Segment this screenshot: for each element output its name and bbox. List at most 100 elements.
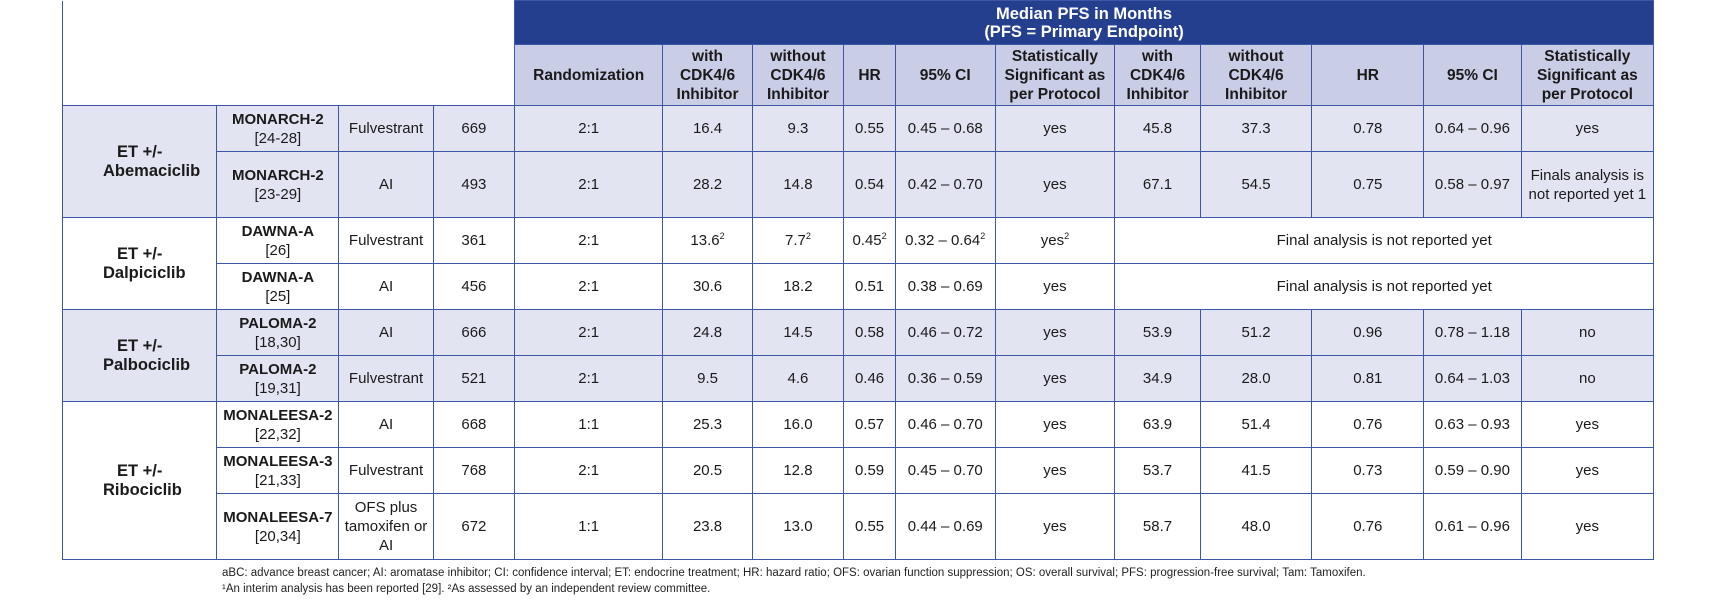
cell-pfs-with: 24.8 bbox=[662, 309, 753, 356]
value-pfs-with: 25.3 bbox=[692, 416, 723, 433]
cell-os-ci: 0.58 – 0.97 bbox=[1423, 151, 1522, 218]
value-pfs-hr: 0.45 bbox=[852, 232, 882, 249]
trial-name: PALOMA-2 bbox=[239, 360, 317, 378]
cell-pfs-without: 7.72 bbox=[751, 217, 845, 264]
cell-pfs-without: 13.0 bbox=[751, 493, 845, 560]
col-header-pfs-sig: Statistically Significant as per Protoco… bbox=[994, 44, 1116, 106]
cell-os-ci: 0.61 – 0.96 bbox=[1423, 493, 1522, 560]
os-note: Final analysis is not reported yet bbox=[1114, 263, 1654, 310]
col-header-os-ci: 95% CI bbox=[1423, 44, 1522, 106]
trial-name: MONALEESA-3 bbox=[223, 452, 333, 470]
value-pfs-with: 16.4 bbox=[692, 120, 723, 137]
cell-pfs-ci: 0.45 – 0.70 bbox=[894, 447, 996, 494]
cell-randomization: 2:1 bbox=[514, 263, 664, 310]
cell-os-hr: 0.76 bbox=[1311, 493, 1425, 560]
value-pfs-without: 14.5 bbox=[783, 324, 813, 341]
trial-ref: [21,33] bbox=[254, 471, 301, 489]
footnote-marker: 2 bbox=[719, 231, 725, 241]
cell-pfs-sig: yes bbox=[994, 493, 1116, 560]
col-header-os-hr: HR bbox=[1311, 44, 1425, 106]
cell-os-with: 58.7 bbox=[1114, 493, 1201, 560]
col-header-pfs-without: without CDK4/6 Inhibitor bbox=[751, 44, 845, 106]
cell-os-ci: 0.78 – 1.18 bbox=[1423, 309, 1522, 356]
trial-ref: [20,34] bbox=[254, 527, 301, 545]
column-header-row: Randomization with CDK4/6 Inhibitor with… bbox=[63, 44, 1655, 106]
trial-cell: MONALEESA-7 [20,34] bbox=[216, 493, 340, 560]
cell-os-ci: 0.64 – 1.03 bbox=[1423, 355, 1522, 402]
cell-pfs-without: 14.5 bbox=[751, 309, 845, 356]
cell-pfs-hr: 0.55 bbox=[843, 105, 896, 152]
value-pfs-sig: yes bbox=[1043, 462, 1067, 479]
cell-os-sig: yes bbox=[1520, 493, 1655, 560]
trial-ref: [18,30] bbox=[254, 333, 301, 351]
col-header-randomization: Randomization bbox=[514, 44, 664, 106]
cell-pfs-with: 20.5 bbox=[662, 447, 753, 494]
trial-name: MONARCH-2 bbox=[232, 110, 324, 128]
cell-os-ci: 0.63 – 0.93 bbox=[1423, 401, 1522, 448]
value-pfs-with: 28.2 bbox=[692, 176, 723, 193]
cell-randomization: 2:1 bbox=[514, 447, 664, 494]
trial-ref: [26] bbox=[265, 241, 291, 259]
col-header-os-sig: Statistically Significant as per Protoco… bbox=[1520, 44, 1655, 106]
cell-os-with: 63.9 bbox=[1114, 401, 1201, 448]
cell-randomization: 1:1 bbox=[514, 401, 664, 448]
value-pfs-without: 7.7 bbox=[785, 232, 806, 249]
cell-os-with: 53.9 bbox=[1114, 309, 1201, 356]
cell-pfs-ci: 0.46 – 0.70 bbox=[894, 401, 996, 448]
cell-os-without: 51.2 bbox=[1199, 309, 1313, 356]
trial-cell: MONARCH-2 [24-28] bbox=[216, 105, 340, 152]
cell-os-without: 54.5 bbox=[1199, 151, 1313, 218]
cell-pfs-ci: 0.44 – 0.69 bbox=[894, 493, 996, 560]
cell-randomization: 2:1 bbox=[514, 105, 664, 152]
value-pfs-sig: yes bbox=[1043, 518, 1067, 535]
value-pfs-hr: 0.46 bbox=[854, 370, 885, 387]
cell-os-with: 34.9 bbox=[1114, 355, 1201, 402]
value-pfs-sig: yes bbox=[1043, 416, 1067, 433]
value-pfs-sig: yes bbox=[1043, 120, 1067, 137]
value-randomization: 2:1 bbox=[578, 278, 600, 295]
cell-pfs-hr: 0.46 bbox=[843, 355, 896, 402]
trial-name: DAWNA-A bbox=[241, 268, 315, 286]
value-pfs-with: 13.6 bbox=[690, 232, 720, 249]
table-row: MONALEESA-3 [21,33] Fulvestrant 768 2:1 20.5 1… bbox=[63, 447, 1655, 494]
trial-cell: DAWNA-A [25] bbox=[216, 263, 340, 310]
n-cell: 456 bbox=[432, 263, 516, 310]
value-pfs-hr: 0.55 bbox=[854, 120, 885, 137]
col-header-pfs-hr: HR bbox=[843, 44, 896, 106]
cell-randomization: 2:1 bbox=[514, 151, 664, 218]
cell-os-without: 48.0 bbox=[1199, 493, 1313, 560]
value-pfs-hr: 0.59 bbox=[854, 462, 885, 479]
value-pfs-hr: 0.54 bbox=[854, 176, 885, 193]
cell-os-ci: 0.59 – 0.90 bbox=[1423, 447, 1522, 494]
cell-pfs-ci: 0.42 – 0.70 bbox=[894, 151, 996, 218]
partner-cell: AI bbox=[338, 309, 434, 356]
value-pfs-sig: yes bbox=[1043, 324, 1067, 341]
partner-cell: Fulvestrant bbox=[338, 217, 434, 264]
value-pfs-hr: 0.57 bbox=[854, 416, 885, 433]
value-pfs-ci: 0.32 – 0.64 bbox=[905, 232, 981, 249]
value-randomization: 2:1 bbox=[578, 120, 600, 137]
trial-cell: DAWNA-A [26] bbox=[216, 217, 340, 264]
footnote-marker: 2 bbox=[1064, 231, 1070, 241]
trial-ref: [19,31] bbox=[254, 379, 301, 397]
trial-ref: [22,32] bbox=[254, 425, 301, 443]
value-randomization: 2:1 bbox=[578, 370, 600, 387]
value-pfs-without: 16.0 bbox=[783, 416, 813, 433]
table-row: PALOMA-2 [19,31] Fulvestrant 521 2:1 9.5 4.6 0.… bbox=[63, 355, 1655, 402]
cell-pfs-hr: 0.54 bbox=[843, 151, 896, 218]
results-table: Median PFS in Months (PFS = Primary Endp… bbox=[61, 0, 1655, 560]
value-pfs-ci: 0.46 – 0.72 bbox=[907, 324, 983, 341]
cell-os-sig: no bbox=[1520, 309, 1655, 356]
n-cell: 493 bbox=[432, 151, 516, 218]
value-pfs-ci: 0.38 – 0.69 bbox=[907, 278, 983, 295]
cell-os-sig: no bbox=[1520, 355, 1655, 402]
trial-name: MONARCH-2 bbox=[232, 166, 324, 184]
table-row: DAWNA-A [25] AI 456 2:1 30.6 18.2 0.51 0.38 – 0.… bbox=[63, 263, 1654, 310]
cell-pfs-with: 23.8 bbox=[662, 493, 753, 560]
table-body: ET +/- Abemaciclib MONARCH-2 [24-28] Fulves… bbox=[61, 105, 1655, 560]
n-cell: 361 bbox=[432, 217, 516, 264]
table-row: ET +/- Palbociclib PALOMA-2 [18,30] AI 666 2:… bbox=[61, 309, 1655, 402]
cell-pfs-hr: 0.452 bbox=[843, 217, 896, 264]
cell-pfs-sig: yes bbox=[994, 355, 1116, 402]
value-randomization: 2:1 bbox=[578, 324, 600, 341]
